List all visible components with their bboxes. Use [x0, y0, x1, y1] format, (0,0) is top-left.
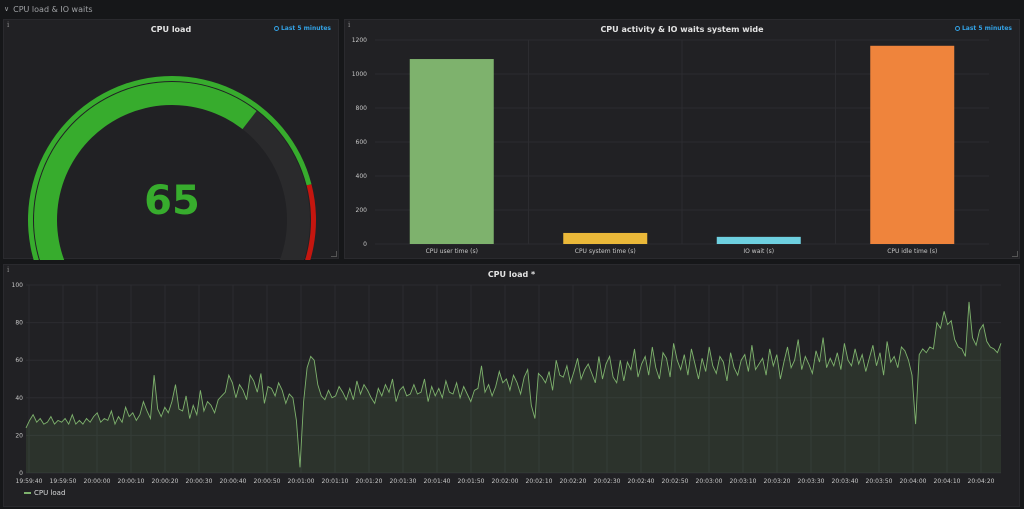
y-tick-label: 800 — [356, 105, 368, 112]
y-tick-label: 0 — [19, 470, 23, 477]
x-tick-label: 20:00:10 — [118, 478, 145, 485]
x-tick-label: 19:59:40 — [16, 478, 43, 485]
x-tick-label: 20:01:10 — [322, 478, 349, 485]
gauge-value: 65 — [144, 178, 200, 224]
x-tick-label: 19:59:50 — [50, 478, 77, 485]
x-tick-label: 20:01:00 — [288, 478, 315, 485]
gauge-svg: 65 — [28, 76, 316, 260]
bar — [716, 236, 801, 244]
x-tick-label: 20:02:30 — [594, 478, 621, 485]
y-tick-label: 0 — [363, 241, 367, 248]
x-tick-label: 20:03:50 — [866, 478, 893, 485]
y-tick-label: 1200 — [352, 37, 367, 44]
x-tick-label: 20:04:10 — [934, 478, 961, 485]
line-panel[interactable]: i CPU load * 0 20 40 60 80 100 19:59:40 19:59:5… — [3, 264, 1020, 507]
x-tick-label: 20:03:10 — [730, 478, 757, 485]
x-tick-label: 20:02:10 — [526, 478, 553, 485]
y-tick-label: 80 — [15, 320, 23, 327]
x-tick-label: 20:04:20 — [968, 478, 995, 485]
y-tick-label: 60 — [15, 357, 23, 364]
x-tick-label: CPU idle time (s) — [887, 248, 937, 255]
resize-handle[interactable] — [1012, 251, 1018, 257]
info-icon[interactable]: i — [348, 21, 351, 29]
x-tick-label: 20:02:00 — [492, 478, 519, 485]
x-tick-label: 20:02:50 — [662, 478, 689, 485]
legend[interactable]: CPU load — [24, 489, 65, 497]
bar — [409, 59, 494, 244]
clock-icon — [273, 26, 279, 31]
panel-title[interactable]: CPU load — [150, 25, 192, 34]
y-tick-label: 200 — [356, 207, 368, 214]
info-icon[interactable]: i — [7, 21, 10, 29]
x-tick-label: CPU system time (s) — [575, 248, 636, 255]
x-tick-label: 20:03:40 — [832, 478, 859, 485]
x-tick-label: 20:03:00 — [696, 478, 723, 485]
bar — [870, 45, 955, 244]
bar — [563, 232, 648, 244]
x-tick-label: 20:00:50 — [254, 478, 281, 485]
x-tick-label: 20:04:00 — [900, 478, 927, 485]
x-tick-label: 20:03:30 — [798, 478, 825, 485]
panel-title[interactable]: CPU activity & IO waits system wide — [600, 25, 764, 34]
line-chart: 0 20 40 60 80 100 19:59:40 19:59:50 20:00:00 20:0… — [12, 282, 1002, 485]
x-tick-label: 20:01:30 — [390, 478, 417, 485]
y-tick-label: 100 — [12, 282, 24, 289]
row-title[interactable]: CPU load & IO waits — [13, 4, 93, 14]
x-tick-label: 20:02:40 — [628, 478, 655, 485]
x-tick-label: 20:03:20 — [764, 478, 791, 485]
y-tick-label: 1000 — [352, 71, 367, 78]
x-tick-label: CPU user time (s) — [426, 248, 478, 255]
series-line — [25, 301, 1002, 468]
time-range-badge: Last 5 minutes — [954, 25, 1012, 32]
y-tick-label: 20 — [15, 432, 23, 439]
gauge-threshold-red — [305, 184, 316, 260]
gauge-fill — [34, 82, 257, 260]
x-tick-label: 20:02:20 — [560, 478, 587, 485]
time-range-badge: Last 5 minutes — [273, 25, 331, 32]
clock-icon — [954, 26, 960, 31]
series-area — [26, 301, 1001, 473]
resize-handle[interactable] — [331, 251, 337, 257]
chevron-down-icon[interactable]: ∨ — [4, 5, 10, 13]
x-tick-label: 20:00:40 — [220, 478, 247, 485]
x-tick-label: IO wait (s) — [743, 248, 774, 255]
row-header[interactable]: ∨ CPU load & IO waits — [0, 0, 1024, 18]
x-tick-label: 20:01:20 — [356, 478, 383, 485]
x-tick-label: 20:00:00 — [84, 478, 111, 485]
gauge-track — [33, 82, 310, 260]
panel-title[interactable]: CPU load * — [487, 270, 536, 279]
info-icon[interactable]: i — [7, 266, 10, 274]
y-tick-label: 400 — [356, 173, 368, 180]
legend-swatch — [24, 492, 31, 494]
time-range-label: Last 5 minutes — [961, 25, 1012, 32]
y-tick-label: 40 — [15, 395, 23, 402]
y-tick-label: 600 — [356, 139, 368, 146]
time-range-label: Last 5 minutes — [280, 25, 331, 32]
gauge-panel[interactable]: i CPU load Last 5 minutes 65 — [3, 19, 339, 260]
bar-chart: 0 200 400 600 800 1000 1200 CPU user time (s) CP… — [352, 37, 989, 255]
x-tick-label: 20:00:20 — [152, 478, 179, 485]
legend-label[interactable]: CPU load — [34, 489, 66, 497]
x-tick-label: 20:01:40 — [424, 478, 451, 485]
x-tick-label: 20:00:30 — [186, 478, 213, 485]
bar-panel[interactable]: i CPU activity & IO waits system wide La… — [344, 19, 1020, 259]
x-tick-label: 20:01:50 — [458, 478, 485, 485]
